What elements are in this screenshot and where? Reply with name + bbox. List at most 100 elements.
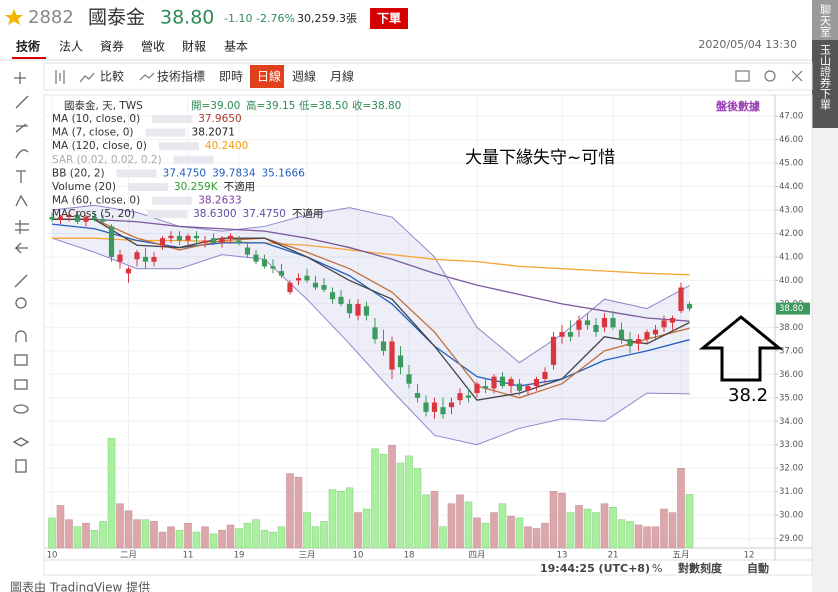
volume-bar xyxy=(73,526,82,549)
volume-bar xyxy=(99,521,107,549)
lock-draw-tool[interactable] xyxy=(14,354,28,366)
fib-tool[interactable] xyxy=(15,123,28,133)
volume-bar xyxy=(541,522,549,549)
layers-tool[interactable] xyxy=(12,437,30,447)
candle-body xyxy=(516,383,523,391)
order-button-bg[interactable] xyxy=(370,8,408,29)
candle-body xyxy=(236,240,242,243)
candle-body xyxy=(219,238,225,243)
volume-bar xyxy=(116,503,124,549)
candle-body xyxy=(550,336,557,365)
order-tab-bg[interactable] xyxy=(812,40,838,128)
candle-body xyxy=(91,217,98,220)
bb-lower xyxy=(51,237,690,446)
candle-body xyxy=(652,329,659,335)
y-tick-label: 36.00 xyxy=(779,370,803,380)
candle-body xyxy=(244,247,251,255)
volume-bar xyxy=(422,494,430,549)
indicator-icon[interactable] xyxy=(139,72,155,81)
order-tab[interactable]: 玉山證券下單 xyxy=(819,44,832,110)
chat-tab-bg[interactable] xyxy=(812,0,838,40)
candle-body xyxy=(397,355,404,368)
candle-body xyxy=(278,271,285,276)
candle-body xyxy=(414,393,421,398)
legend-controls[interactable] xyxy=(147,210,188,219)
crosshair-tool[interactable] xyxy=(14,72,26,84)
legend-controls[interactable] xyxy=(127,183,168,191)
candle-body xyxy=(567,332,574,337)
candle-body xyxy=(338,296,344,304)
tab[interactable]: 營收 xyxy=(141,40,165,54)
magnet-tool[interactable] xyxy=(15,330,27,342)
volume-bar xyxy=(56,505,65,549)
auto-toggle[interactable]: 自動 xyxy=(747,561,769,575)
y-tick-label: 31.00 xyxy=(779,487,803,497)
toolbar-item[interactable]: 比較 xyxy=(100,69,124,84)
tab[interactable]: 法人 xyxy=(59,40,83,54)
candle-body xyxy=(423,402,429,412)
volume-bar xyxy=(201,526,209,549)
candle-body xyxy=(108,226,115,257)
left-toolbar xyxy=(0,62,42,482)
snapshot-icon[interactable] xyxy=(735,70,750,82)
fullscreen-icon[interactable] xyxy=(791,70,803,82)
pattern-tool[interactable] xyxy=(15,194,28,207)
visibility-tool[interactable] xyxy=(13,404,29,414)
y-tick-label: 41.00 xyxy=(779,252,803,262)
tab[interactable]: 財報 xyxy=(182,39,206,54)
legend-badge: 盤後數據 xyxy=(715,99,761,113)
tab[interactable]: 資券 xyxy=(100,39,124,54)
compare-icon[interactable] xyxy=(79,72,95,83)
settings-icon[interactable] xyxy=(764,70,776,82)
measure-tool[interactable] xyxy=(14,274,28,288)
tab[interactable]: 技術 xyxy=(16,39,40,54)
active-interval-bg[interactable] xyxy=(250,65,284,88)
y-tick-label: 30.00 xyxy=(779,511,803,521)
volume-bar xyxy=(167,526,175,549)
brush-tool[interactable] xyxy=(15,149,29,159)
volume-bar xyxy=(677,468,685,549)
chat-tab[interactable]: 聊天室 xyxy=(819,3,832,37)
lock-tool[interactable] xyxy=(14,379,28,390)
trash-tool[interactable] xyxy=(15,459,27,473)
percent-toggle[interactable]: % xyxy=(652,562,662,575)
volume-bar xyxy=(600,503,609,549)
legend-controls[interactable] xyxy=(145,128,186,137)
log-toggle[interactable]: 對數刻度 xyxy=(678,561,723,575)
favorite-star[interactable] xyxy=(5,9,23,25)
datetime: 2020/05/04 13:30 xyxy=(698,38,797,51)
volume-bar xyxy=(379,453,388,549)
zoom-tool[interactable] xyxy=(15,297,27,309)
toolbar-item[interactable]: 月線 xyxy=(330,69,354,84)
toolbar-item[interactable]: 技術指標 xyxy=(157,69,205,84)
y-tick-label: 35.00 xyxy=(779,393,803,403)
legend-controls[interactable] xyxy=(173,155,214,164)
toolbar-item[interactable]: 即時 xyxy=(219,70,243,84)
x-tick-label: 三月 xyxy=(298,551,315,561)
volume-bar xyxy=(643,526,651,549)
order-button[interactable]: 下單 xyxy=(377,12,401,26)
tab[interactable]: 基本 xyxy=(224,40,248,54)
legend-controls[interactable] xyxy=(152,196,193,205)
candle-type-icon[interactable] xyxy=(55,70,65,84)
candle-body xyxy=(686,303,693,309)
volume-bar xyxy=(456,494,464,549)
candle-body xyxy=(465,395,472,398)
toolbar-item[interactable]: 日線 xyxy=(257,69,281,84)
x-tick-label: 10 xyxy=(47,551,58,561)
line-tool[interactable] xyxy=(15,95,29,109)
projection-tool[interactable] xyxy=(15,220,29,234)
candle-body xyxy=(431,402,438,412)
back-tool[interactable] xyxy=(14,242,28,254)
toolbar-item[interactable]: 週線 xyxy=(292,69,316,84)
candle-body xyxy=(389,341,395,370)
volume-bar xyxy=(269,531,277,549)
legend-controls[interactable] xyxy=(158,142,199,151)
candle-body xyxy=(125,268,132,274)
text-tool[interactable] xyxy=(16,170,26,183)
candle-body xyxy=(329,292,336,300)
legend-controls[interactable] xyxy=(116,169,157,178)
price: 38.80 xyxy=(160,7,214,29)
legend-controls[interactable] xyxy=(152,115,193,123)
volume-bar xyxy=(430,491,439,549)
